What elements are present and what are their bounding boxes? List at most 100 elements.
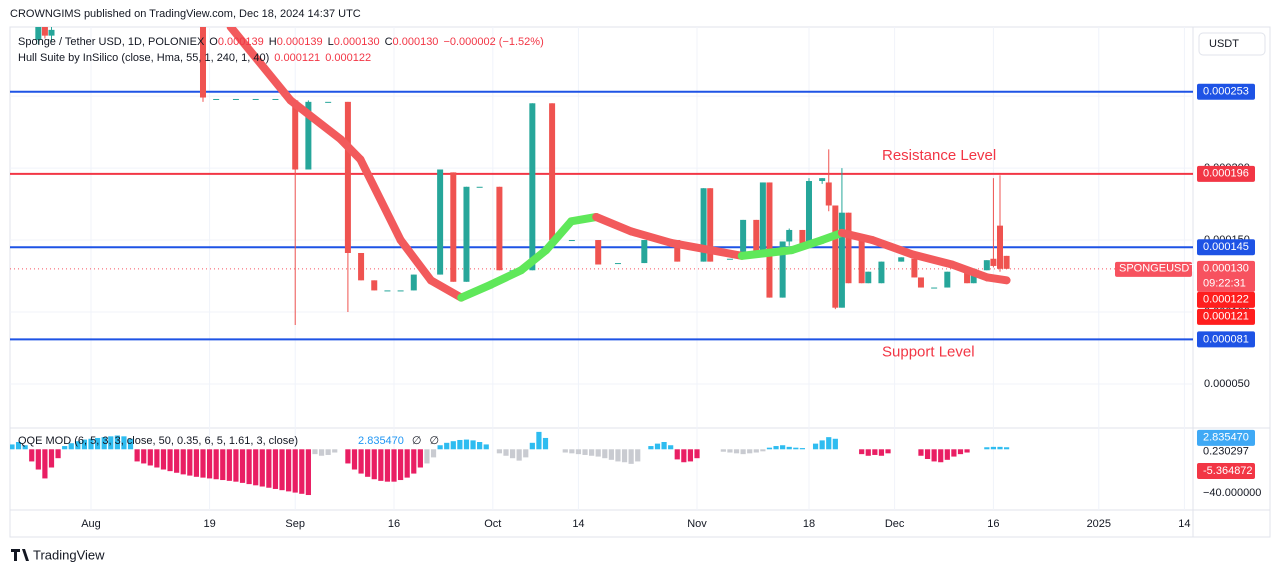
candle-body bbox=[384, 290, 391, 292]
candle-body bbox=[865, 271, 872, 284]
candle-body bbox=[232, 98, 239, 100]
ohlc-key: L bbox=[328, 36, 334, 48]
candle-body bbox=[344, 101, 351, 253]
hull-band bbox=[983, 273, 1011, 285]
countdown: 09:22:31 bbox=[1203, 278, 1246, 290]
qqe-bar bbox=[997, 446, 1003, 450]
qqe-bar bbox=[654, 443, 661, 450]
qqe-bar bbox=[648, 446, 654, 450]
qqe-bar bbox=[22, 445, 28, 450]
qqe-bar bbox=[437, 445, 443, 450]
qqe-bar bbox=[799, 448, 805, 450]
candle-body bbox=[753, 219, 760, 255]
candle-body bbox=[825, 182, 832, 206]
hull-band bbox=[356, 155, 405, 245]
x-tick-label: 14 bbox=[1178, 518, 1190, 530]
x-tick-label: Aug bbox=[81, 518, 101, 530]
qqe-bar bbox=[121, 436, 127, 450]
qqe-bar bbox=[885, 449, 891, 454]
qqe-bar bbox=[55, 449, 61, 459]
qqe-bar bbox=[253, 449, 259, 486]
candle-body bbox=[832, 205, 839, 308]
qqe-bar bbox=[477, 442, 483, 450]
qqe-bar bbox=[516, 449, 522, 461]
level-badge bbox=[1197, 165, 1255, 182]
hull-band bbox=[667, 238, 746, 260]
level-label: 0.000196 bbox=[1203, 168, 1249, 180]
qqe-bar bbox=[193, 449, 200, 477]
qqe-bar bbox=[75, 441, 81, 450]
qqe-bar bbox=[398, 449, 404, 481]
qqe-bar bbox=[733, 449, 740, 454]
hull-band bbox=[286, 96, 345, 144]
hull-band bbox=[396, 236, 435, 285]
qqe-bar bbox=[687, 449, 694, 462]
qqe-bar bbox=[918, 449, 924, 456]
qqe-bar bbox=[727, 449, 733, 453]
qqe-badge-label: 0.230297 bbox=[1203, 445, 1249, 457]
qqe-flag: ∅ bbox=[430, 435, 440, 447]
candle-body bbox=[252, 98, 259, 100]
qqe-bar bbox=[957, 449, 964, 455]
y-tick-label: 0.000050 bbox=[1204, 378, 1250, 390]
ohlc-value: 0.000139 bbox=[218, 36, 264, 48]
qqe-bar bbox=[220, 449, 226, 481]
hull-band bbox=[908, 250, 956, 269]
qqe-bar bbox=[674, 449, 680, 460]
candle-body bbox=[726, 258, 733, 260]
qqe-bar bbox=[266, 449, 272, 488]
currency[interactable]: USDT bbox=[1209, 38, 1239, 50]
candle-body bbox=[410, 274, 417, 291]
qqe-bar bbox=[404, 449, 410, 478]
candle-body bbox=[707, 188, 714, 262]
qqe-bar bbox=[819, 440, 825, 450]
qqe-bar bbox=[602, 449, 608, 459]
qqe-badge bbox=[1197, 463, 1255, 480]
qqe-bar bbox=[430, 449, 437, 458]
qqe-bar bbox=[15, 442, 22, 450]
candle-body bbox=[325, 101, 332, 103]
qqe-bar bbox=[332, 449, 338, 453]
x-tick-label: 14 bbox=[572, 518, 584, 530]
qqe-bar bbox=[391, 449, 397, 482]
qqe-bar bbox=[569, 449, 575, 454]
candle-body bbox=[858, 235, 865, 284]
qqe-name: QQE MOD (6, 5, 3, 3, close, 50, 0.35, 6,… bbox=[18, 435, 298, 447]
qqe-bar bbox=[42, 449, 48, 479]
level-badge bbox=[1197, 331, 1255, 348]
qqe-bar bbox=[621, 449, 628, 463]
logo bbox=[11, 549, 29, 561]
candle-body bbox=[700, 188, 707, 262]
qqe-badge bbox=[1197, 429, 1255, 446]
qqe-bar bbox=[938, 449, 944, 463]
hull-badge-label: 0.000121 bbox=[1203, 311, 1249, 323]
hull-badge-label: 0.000122 bbox=[1203, 294, 1249, 306]
last-price-badge bbox=[1197, 260, 1255, 292]
candle-body bbox=[529, 103, 536, 271]
frame bbox=[9, 26, 1271, 538]
qqe-bar bbox=[417, 449, 423, 468]
qqe-bar bbox=[720, 449, 726, 452]
candle-body bbox=[786, 229, 793, 242]
qqe-bar bbox=[292, 449, 298, 493]
qqe-bar bbox=[450, 441, 456, 450]
candle-body bbox=[990, 258, 997, 266]
hull-band bbox=[517, 246, 551, 275]
candle-body bbox=[595, 240, 602, 265]
currency-button[interactable] bbox=[1198, 32, 1266, 56]
qqe-bar bbox=[964, 449, 970, 453]
hull-band bbox=[737, 246, 796, 260]
hull-band bbox=[837, 228, 877, 245]
symbol-label: SPONGEUSDT bbox=[1119, 263, 1196, 275]
candle-body bbox=[759, 182, 766, 255]
qqe-bar bbox=[29, 449, 35, 462]
qqe-bar bbox=[931, 449, 937, 462]
qqe-bar bbox=[694, 449, 700, 459]
ohlc-value: 0.000139 bbox=[277, 36, 323, 48]
hull-band bbox=[567, 213, 601, 226]
candle-body bbox=[199, 27, 206, 98]
qqe-flag: ∅ bbox=[412, 435, 422, 447]
qqe-bar bbox=[81, 439, 88, 450]
qqe-bar bbox=[167, 449, 173, 472]
footer: TradingView bbox=[33, 547, 105, 562]
